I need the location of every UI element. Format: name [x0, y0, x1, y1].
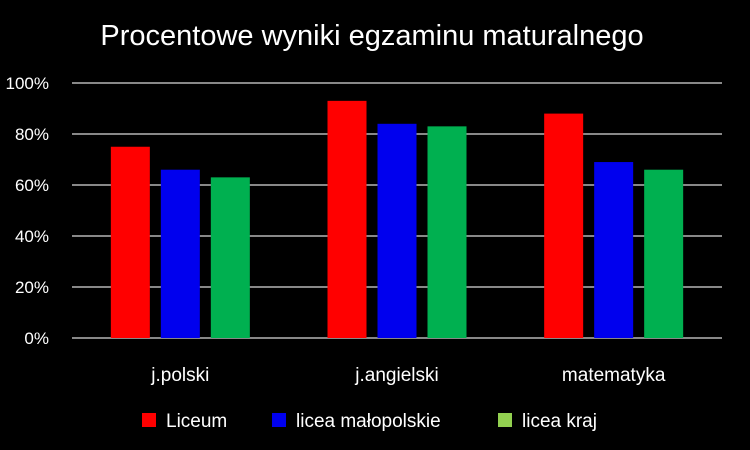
- category-label: j.angielski: [354, 365, 438, 386]
- y-tick-label: 0%: [24, 329, 49, 348]
- y-tick-label: 80%: [15, 125, 49, 144]
- bar-jpolski-0: [110, 146, 150, 338]
- category-label: matematyka: [562, 365, 666, 386]
- y-tick-label: 40%: [15, 227, 49, 246]
- bar-jangielski-2: [427, 126, 467, 338]
- legend-label: licea kraj: [522, 411, 597, 432]
- legend-swatch: [272, 413, 286, 427]
- bar-jpolski-2: [210, 177, 250, 338]
- legend: Liceum licea małopolskie licea kraj: [142, 411, 597, 432]
- bars: [110, 100, 684, 338]
- y-axis-tick-labels: 0% 20% 40% 60% 80% 100%: [6, 74, 49, 348]
- y-tick-label: 20%: [15, 278, 49, 297]
- category-label: j.polski: [150, 365, 209, 386]
- legend-label: licea małopolskie: [296, 411, 441, 432]
- bar-matematyka-2: [644, 169, 684, 338]
- bar-jangielski-1: [377, 123, 417, 338]
- x-axis-category-labels: j.polski j.angielski matematyka: [150, 365, 666, 386]
- bar-jpolski-1: [160, 169, 200, 338]
- bar-matematyka-0: [544, 113, 584, 338]
- y-tick-label: 100%: [6, 74, 49, 93]
- bar-matematyka-1: [594, 162, 634, 338]
- chart-title: Procentowe wyniki egzaminu maturalnego: [100, 20, 643, 52]
- legend-swatch: [142, 413, 156, 427]
- legend-label: Liceum: [166, 411, 227, 432]
- bar-jangielski-0: [327, 100, 367, 338]
- legend-swatch: [498, 413, 512, 427]
- y-tick-label: 60%: [15, 176, 49, 195]
